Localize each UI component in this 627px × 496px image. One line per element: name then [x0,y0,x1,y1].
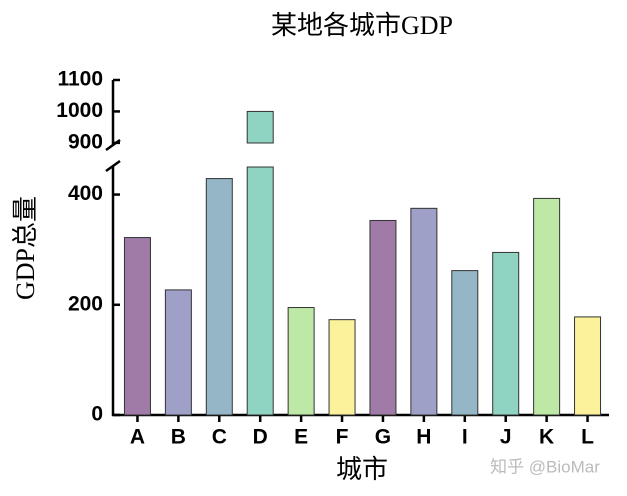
x-tick-label: A [130,426,145,449]
watermark: 知乎 @BioMar [490,457,600,476]
x-axis-title: 城市 [336,455,388,484]
bar [574,316,602,416]
bar [410,207,438,416]
y-tick-label: 1100 [57,68,103,91]
bar [533,197,561,416]
x-tick-label: C [212,426,227,449]
bar [246,110,274,144]
chart-title: 某地各城市GDP [271,11,453,40]
y-axis-title: GDP总量 [11,196,40,300]
y-tick-label: 400 [68,182,103,205]
bar [328,319,356,416]
bar [287,307,315,416]
x-tick-label: F [336,426,349,449]
x-tick-label: K [539,426,554,449]
y-tick-label: 1000 [56,99,103,122]
x-tick-label: B [171,426,186,449]
x-tick-label: G [375,426,391,449]
bar [123,237,151,416]
x-tick-label: L [581,426,594,449]
y-tick-label: 0 [91,403,103,426]
bar [246,166,274,416]
y-tick-label: 200 [68,292,103,315]
x-tick-label: H [416,426,431,449]
bar [164,289,192,416]
x-tick-label: J [500,426,512,449]
bar [451,270,479,416]
bar [492,251,520,416]
bar [369,219,397,416]
axis-break [105,159,121,173]
bar [205,178,233,416]
y-tick-label: 900 [68,130,103,153]
x-tick-label: E [294,426,308,449]
x-tick-label: D [253,426,268,449]
x-tick-label: I [462,426,468,449]
